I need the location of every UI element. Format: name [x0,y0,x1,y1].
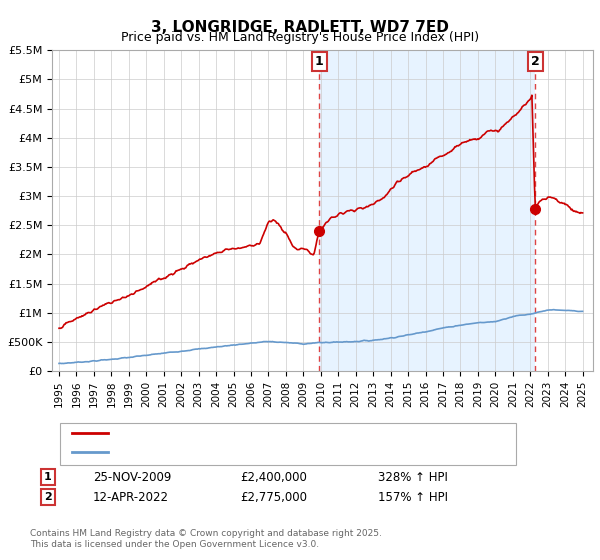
Text: Price paid vs. HM Land Registry's House Price Index (HPI): Price paid vs. HM Land Registry's House … [121,31,479,44]
Text: £2,400,000: £2,400,000 [240,470,307,484]
Text: 2: 2 [44,492,52,502]
Text: £2,775,000: £2,775,000 [240,491,307,504]
Text: 328% ↑ HPI: 328% ↑ HPI [378,470,448,484]
Text: 2: 2 [531,55,539,68]
Bar [319,50,535,371]
Text: 3, LONGRIDGE, RADLETT, WD7 7ED: 3, LONGRIDGE, RADLETT, WD7 7ED [151,20,449,35]
Text: 1: 1 [44,472,52,482]
Text: Contains HM Land Registry data © Crown copyright and database right 2025.
This d: Contains HM Land Registry data © Crown c… [30,529,382,549]
Text: HPI: Average price, detached house, Hertsmere: HPI: Average price, detached house, Hert… [114,447,379,457]
Text: 1: 1 [314,55,323,68]
Text: 3, LONGRIDGE, RADLETT, WD7 7ED (detached house): 3, LONGRIDGE, RADLETT, WD7 7ED (detached… [114,428,413,438]
Text: 25-NOV-2009: 25-NOV-2009 [93,470,172,484]
Text: 157% ↑ HPI: 157% ↑ HPI [378,491,448,504]
Text: 12-APR-2022: 12-APR-2022 [93,491,169,504]
